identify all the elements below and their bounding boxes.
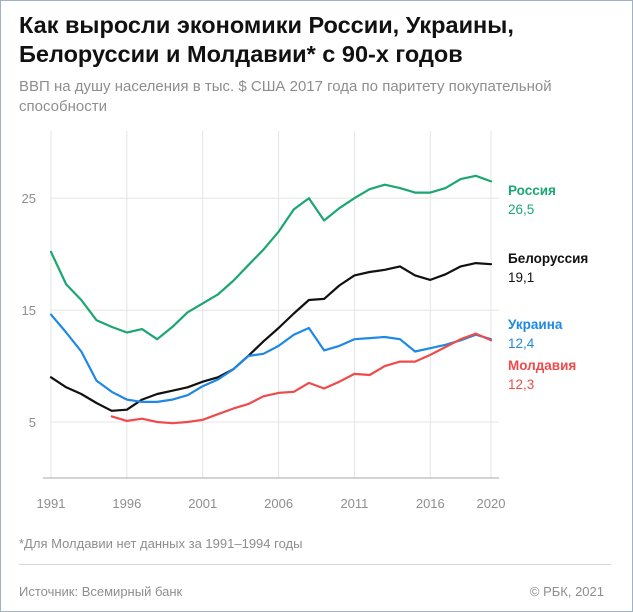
legend-label-russia: Россия	[508, 183, 556, 198]
copyright-note: © РБК, 2021	[529, 584, 604, 599]
end-value-label-moldova: 12,3	[508, 377, 534, 392]
legend-label-ukraine: Украина	[508, 317, 563, 332]
end-value-label-russia: 26,5	[508, 202, 534, 217]
series-line-ukraine	[49, 313, 493, 403]
y-tick-label: 5	[29, 415, 36, 430]
x-tick-label: 2020	[477, 496, 506, 511]
y-tick-label: 25	[22, 191, 36, 206]
series-line-russia	[49, 174, 493, 341]
chart-title: Как выросли экономики России, Украины, Б…	[19, 12, 514, 67]
source-note: Источник: Всемирный банк	[19, 584, 183, 599]
end-value-label-belarus: 19,1	[508, 270, 534, 285]
chart-subtitle: ВВП на душу населения в тыс. $ США 2017 …	[19, 78, 552, 115]
x-tick-label: 2006	[264, 496, 293, 511]
x-tick-label: 2016	[416, 496, 445, 511]
divider	[19, 564, 611, 565]
line-chart: 5 15 25 1991 1996 2001 2006 2011 2016 2020 Россия 2…	[22, 131, 588, 511]
end-value-label-ukraine: 12,4	[508, 336, 535, 351]
series-line-moldova	[110, 332, 493, 425]
series-line-belarus	[49, 262, 493, 412]
legend-label-moldova: Молдавия	[508, 358, 576, 373]
x-tick-label: 2011	[340, 496, 368, 511]
y-tick-label: 15	[22, 303, 36, 318]
x-tick-label: 1991	[37, 496, 66, 511]
footnote: *Для Молдавии нет данных за 1991–1994 го…	[19, 536, 303, 551]
x-tick-label: 2001	[188, 496, 217, 511]
x-tick-label: 1996	[112, 496, 141, 511]
legend-label-belarus: Белоруссия	[508, 251, 588, 266]
